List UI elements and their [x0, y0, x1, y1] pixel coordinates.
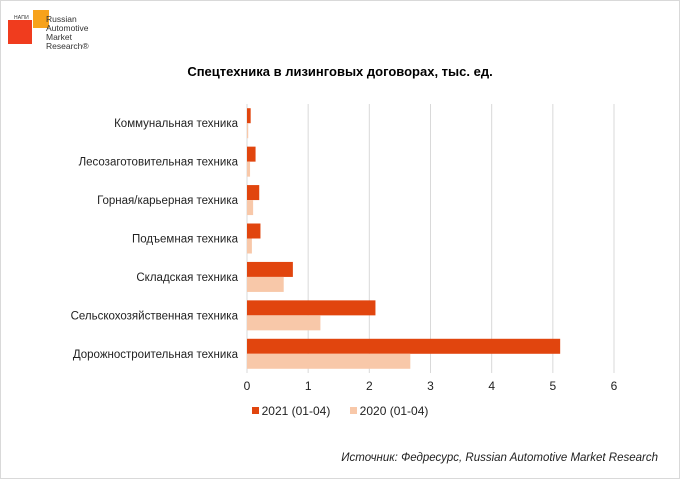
bar-2020-5 [247, 315, 321, 331]
x-tick-label-2: 2 [366, 379, 373, 393]
category-label-2: Горная/карьерная техника [97, 195, 239, 207]
legend-label-2020: 2020 (01-04) [359, 404, 429, 418]
bar-2021-4 [247, 261, 293, 277]
bar-2020-0 [247, 123, 249, 139]
logo-line-2: Automotive [46, 23, 89, 33]
legend-swatch-2020 [349, 407, 357, 414]
category-label-0: Коммунальная техника [114, 118, 238, 130]
bar-2020-4 [247, 276, 284, 292]
x-tick-label-1: 1 [305, 379, 312, 393]
logo-small-text: НАПИ [14, 15, 29, 21]
bar-2020-2 [247, 200, 254, 216]
legend-item-2021: 2021 (01-04) [251, 404, 331, 418]
bar-2021-6 [247, 338, 561, 354]
logo-yellow-square [33, 10, 49, 28]
bar-2021-1 [247, 146, 256, 162]
chart-title: Спецтехника в лизинговых договорах, тыс.… [187, 64, 493, 79]
x-tick-label-0: 0 [244, 379, 251, 393]
legend: 2021 (01-04) 2020 (01-04) [0, 404, 680, 418]
logo-line-3: Market [46, 32, 72, 42]
category-label-6: Дорожностроительная техника [73, 349, 239, 361]
category-label-3: Подъемная техника [132, 234, 239, 246]
bar-2021-0 [247, 108, 251, 124]
logo-brand-text: Russian Automotive Market Research® [46, 15, 106, 51]
category-label-1: Лесозаготовительная техника [79, 157, 239, 169]
bar-2020-1 [247, 161, 251, 177]
rumr-logo: НАПИ Russian Automotive Market Research® [8, 8, 98, 64]
bar-2021-2 [247, 185, 260, 201]
logo-line-1: Russian [46, 14, 77, 24]
category-label-5: Сельскохозяйственная техника [71, 310, 239, 322]
legend-swatch-2021 [251, 407, 259, 414]
legend-item-2020: 2020 (01-04) [349, 404, 429, 418]
bar-2020-3 [247, 238, 252, 254]
x-tick-label-3: 3 [427, 379, 434, 393]
x-tick-label-4: 4 [488, 379, 495, 393]
logo-red-square [8, 20, 32, 44]
logo-line-4: Research® [46, 41, 89, 51]
legend-label-2021: 2021 (01-04) [261, 404, 331, 418]
category-label-4: Складская техника [136, 272, 238, 284]
bar-2021-5 [247, 300, 376, 316]
bar-2021-3 [247, 223, 261, 239]
x-tick-label-6: 6 [611, 379, 618, 393]
bar-2020-6 [247, 353, 411, 369]
source-note: Источник: Федресурс, Russian Automotive … [341, 452, 658, 464]
x-tick-label-5: 5 [549, 379, 556, 393]
